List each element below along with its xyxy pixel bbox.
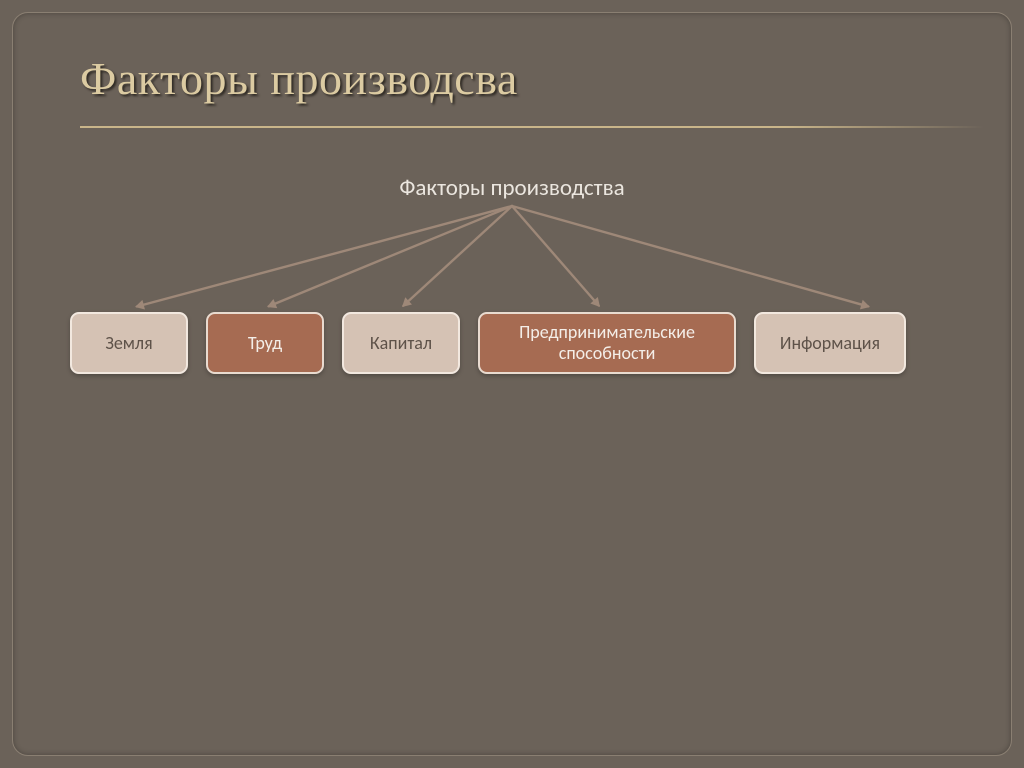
factor-box: Капитал xyxy=(342,312,460,374)
factor-box: Земля xyxy=(70,312,188,374)
subtitle-text: Факторы производства xyxy=(399,174,624,202)
diagram-root-label: Факторы производства xyxy=(0,174,1024,202)
factor-box-label: Труд xyxy=(248,333,282,354)
title-text: Факторы производсва xyxy=(80,53,518,104)
title-divider xyxy=(80,126,984,128)
factor-box: Информация xyxy=(754,312,906,374)
factor-boxes-row: Земля Труд Капитал Предпринимательские спос… xyxy=(70,312,954,374)
slide-title: Факторы производсва xyxy=(80,52,518,105)
factor-box-label: Капитал xyxy=(370,333,432,354)
factor-box-label: Предпринимательские способности xyxy=(488,322,726,363)
factor-box: Предпринимательские способности xyxy=(478,312,736,374)
factor-box-label: Земля xyxy=(105,333,152,354)
factor-box-label: Информация xyxy=(780,333,880,354)
slide-frame xyxy=(12,12,1012,756)
factor-box: Труд xyxy=(206,312,324,374)
